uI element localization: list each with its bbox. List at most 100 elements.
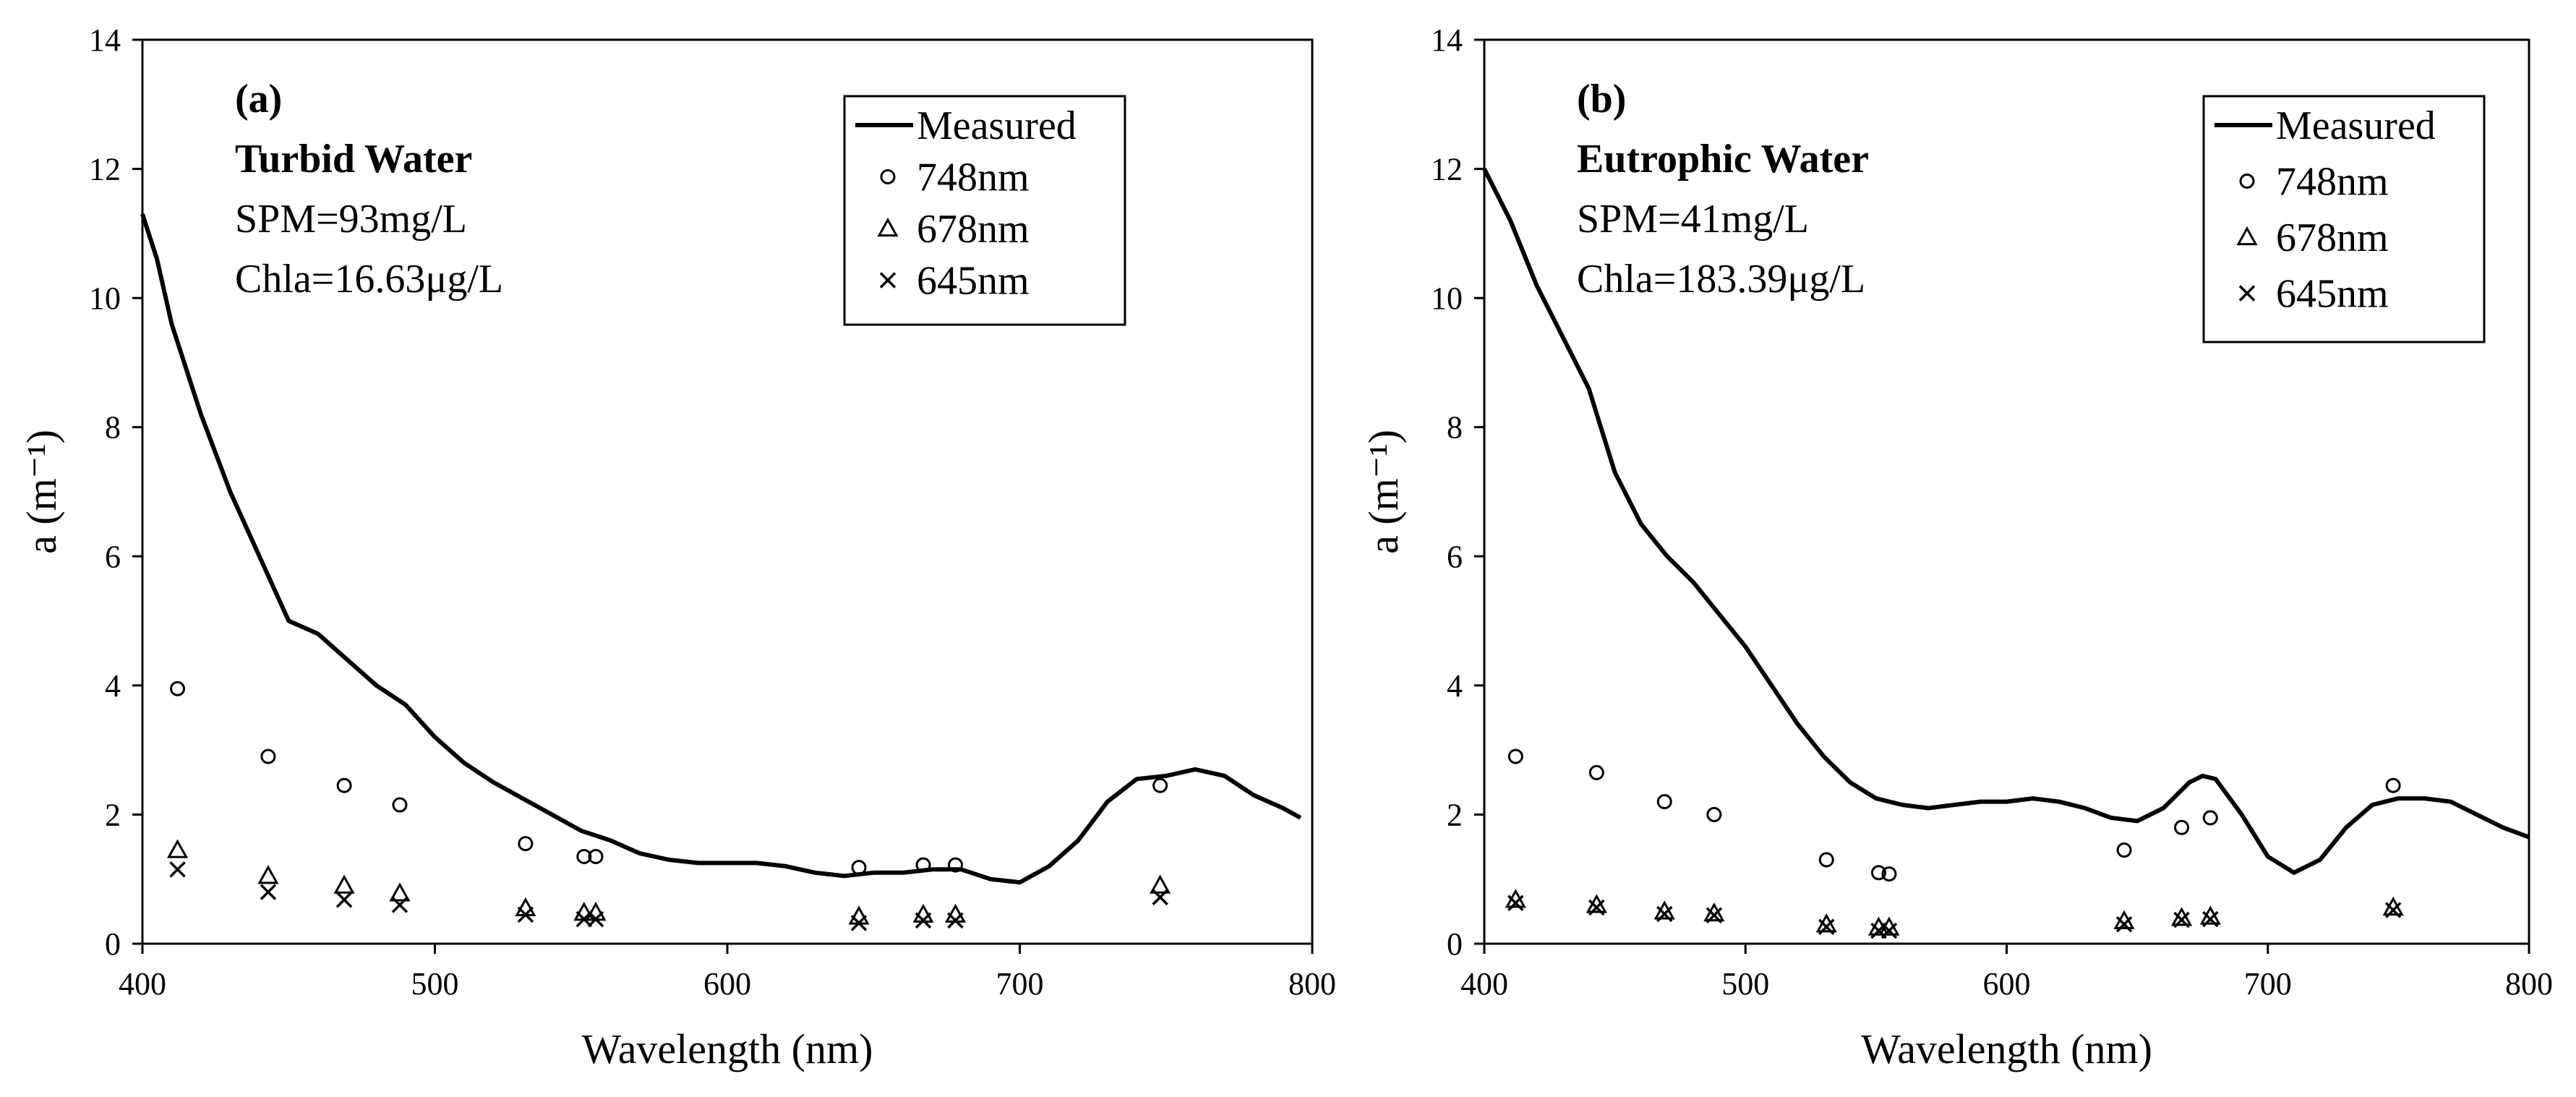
legend-marker-748nm: [2239, 174, 2255, 189]
x-tick-label: 600: [703, 966, 751, 1002]
series-678nm: [1505, 889, 2404, 936]
data-point-645nm: [1880, 922, 1898, 939]
x-tick-label: 500: [411, 966, 459, 1002]
data-point-678nm: [2199, 905, 2221, 925]
data-point-748nm: [1706, 806, 1722, 822]
data-point-748nm: [588, 848, 604, 864]
y-axis-label: a (m⁻¹): [1360, 430, 1407, 554]
data-point-645nm: [1152, 889, 1168, 905]
legend-marker-678nm: [877, 217, 899, 237]
panel-a: 400 500 600 700 800 0 2 4 6 8 10 12 14 Wavelength (nm…: [18, 22, 1336, 1072]
data-point-678nm: [389, 882, 411, 902]
y-tick-label: 6: [1447, 539, 1463, 574]
data-point-678nm: [2382, 896, 2404, 916]
x-tick-label: 700: [2244, 966, 2292, 1002]
y-tick-label: 6: [105, 539, 121, 574]
legend-label: Measured: [2276, 103, 2436, 148]
measured-line: [140, 213, 1302, 885]
legend-label: 748nm: [2276, 160, 2389, 205]
y-tick-label: 12: [1431, 152, 1463, 187]
data-point-678nm: [1586, 894, 1607, 913]
y-tick-label: 14: [1431, 22, 1463, 58]
legend-marker-645nm: [2238, 285, 2256, 302]
data-point-645nm: [2115, 915, 2133, 933]
y-tick-label: 8: [1447, 410, 1463, 445]
x-axis-label: Wavelength (nm): [582, 1025, 873, 1072]
annotation-text: Chla=183.39μg/L: [1577, 257, 1865, 302]
y-tick-label: 14: [89, 22, 121, 58]
data-point-645nm: [335, 892, 353, 908]
x-tick-label: 800: [1288, 966, 1336, 1002]
data-point-748nm: [1870, 865, 1886, 881]
x-axis-label: Wavelength (nm): [1861, 1025, 2152, 1072]
data-point-645nm: [517, 906, 534, 923]
x-tick-label: 500: [1721, 966, 1769, 1002]
data-point-645nm: [391, 897, 408, 913]
series-Measured: [1482, 168, 2530, 875]
data-point-645nm: [2384, 902, 2402, 918]
data-point-678nm: [1703, 902, 1725, 922]
data-point-748nm: [1152, 777, 1168, 793]
legend-marker-678nm: [2236, 226, 2258, 246]
y-tick-label: 10: [89, 281, 121, 316]
x-tick-label: 700: [996, 966, 1044, 1002]
data-point-748nm: [948, 857, 964, 873]
annotation-text: SPM=93mg/L: [235, 197, 467, 242]
legend-label: 645nm: [2276, 272, 2389, 317]
panel-title: Turbid Water: [235, 137, 472, 182]
y-tick-label: 0: [1447, 926, 1463, 962]
legend-label: 645nm: [917, 259, 1030, 304]
legend-marker-748nm: [880, 169, 896, 184]
panel-title: Eutrophic Water: [1577, 137, 1869, 182]
data-point-748nm: [851, 860, 867, 876]
legend-label: 678nm: [917, 207, 1030, 252]
data-point-645nm: [850, 915, 868, 931]
legend-marker-645nm: [879, 272, 897, 289]
series-645nm: [1507, 895, 2402, 939]
data-point-748nm: [576, 848, 592, 864]
data-point-645nm: [915, 912, 932, 929]
legend: Measured 748nm 678nm 645nm: [843, 95, 1126, 326]
panel-b: 400 500 600 700 800 0 2 4 6 8 10 12 14 Wavelength (nm…: [1360, 22, 2553, 1072]
annotation-text: Chla=16.63μg/L: [235, 257, 503, 302]
legend-label: 678nm: [2276, 215, 2389, 260]
legend-box: [843, 95, 1126, 326]
data-point-748nm: [2174, 819, 2190, 835]
data-point-678nm: [257, 865, 279, 884]
data-point-645nm: [947, 912, 964, 929]
y-tick-label: 12: [89, 152, 121, 187]
data-point-645nm: [1706, 907, 1723, 923]
data-point-678nm: [1150, 874, 1171, 894]
panel-letter: (b): [1577, 77, 1626, 121]
legend-label: 748nm: [917, 155, 1030, 200]
series-645nm: [169, 861, 1168, 931]
series-748nm: [170, 680, 1168, 876]
data-point-678nm: [1653, 900, 1675, 920]
data-point-748nm: [2385, 777, 2401, 793]
data-point-748nm: [1881, 866, 1897, 882]
y-tick-label: 4: [105, 668, 121, 704]
data-point-748nm: [336, 777, 352, 793]
data-point-748nm: [915, 857, 931, 873]
data-point-748nm: [392, 797, 408, 813]
y-tick-label: 10: [1431, 281, 1463, 316]
annotation-text: SPM=41mg/L: [1577, 197, 1809, 242]
data-point-645nm: [169, 861, 186, 878]
y-tick-label: 4: [1447, 668, 1463, 704]
data-point-748nm: [260, 748, 276, 764]
data-point-748nm: [1588, 764, 1604, 780]
data-point-748nm: [518, 836, 534, 852]
series-748nm: [1507, 748, 2401, 882]
data-point-748nm: [1818, 852, 1834, 868]
data-point-748nm: [1656, 794, 1672, 810]
data-point-645nm: [587, 910, 604, 928]
x-tick-label: 600: [1983, 966, 2031, 1002]
data-point-645nm: [1656, 905, 1673, 923]
data-point-748nm: [170, 680, 186, 696]
series-Measured: [140, 213, 1302, 885]
y-tick-label: 2: [1447, 797, 1463, 832]
x-tick-label: 800: [2505, 966, 2553, 1002]
data-point-678nm: [2170, 907, 2193, 926]
